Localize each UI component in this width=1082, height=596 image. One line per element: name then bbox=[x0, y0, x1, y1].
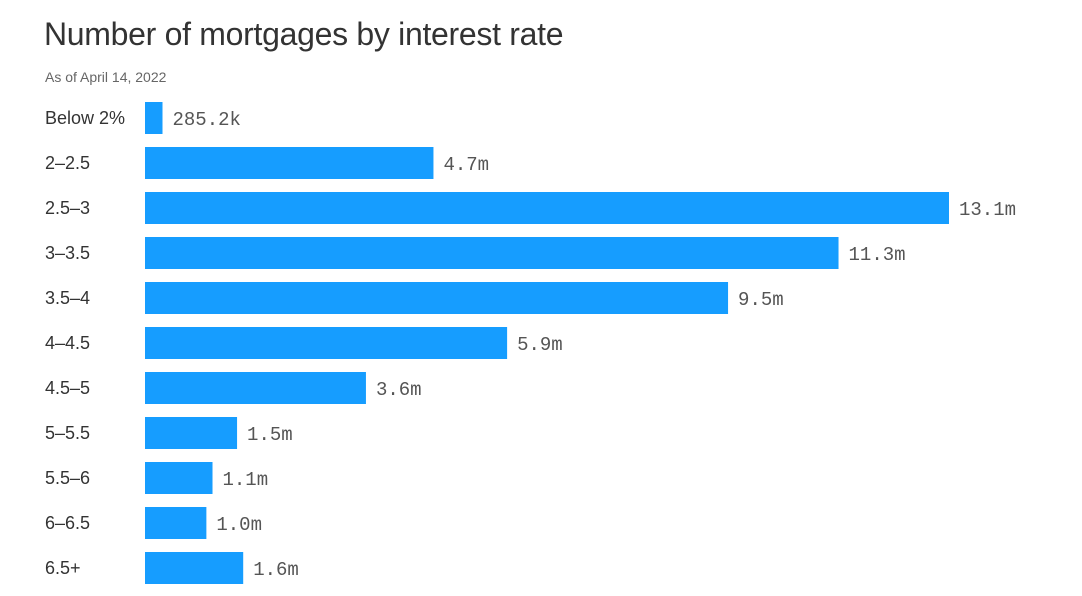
value-label: 1.0m bbox=[216, 514, 262, 536]
value-label: 1.1m bbox=[223, 469, 269, 491]
bar bbox=[145, 417, 238, 449]
bar bbox=[145, 192, 949, 224]
category-label: 4.5–5 bbox=[45, 378, 90, 398]
bar bbox=[145, 462, 213, 494]
bar bbox=[145, 102, 163, 134]
value-label: 1.5m bbox=[247, 424, 293, 446]
category-label: 2.5–3 bbox=[45, 198, 90, 218]
value-label: 9.5m bbox=[738, 289, 784, 311]
category-label: 6–6.5 bbox=[45, 513, 90, 533]
value-label: 5.9m bbox=[517, 334, 563, 356]
value-label: 11.3m bbox=[849, 244, 906, 266]
bar bbox=[145, 372, 366, 404]
value-label: 4.7m bbox=[443, 154, 489, 176]
category-label: 4–4.5 bbox=[45, 333, 90, 353]
category-label: Below 2% bbox=[45, 108, 125, 128]
chart-title: Number of mortgages by interest rate bbox=[44, 16, 564, 52]
value-label: 3.6m bbox=[376, 379, 422, 401]
category-label: 6.5+ bbox=[45, 558, 81, 578]
category-label: 5.5–6 bbox=[45, 468, 90, 488]
bar bbox=[145, 507, 207, 539]
category-label: 3–3.5 bbox=[45, 243, 90, 263]
value-label: 1.6m bbox=[253, 559, 299, 581]
value-label: 285.2k bbox=[173, 109, 241, 131]
category-label: 5–5.5 bbox=[45, 423, 90, 443]
category-label: 2–2.5 bbox=[45, 153, 90, 173]
bar bbox=[145, 282, 729, 314]
category-label: 3.5–4 bbox=[45, 288, 90, 308]
bar bbox=[145, 147, 434, 179]
bar bbox=[145, 552, 244, 584]
chart-subtitle: As of April 14, 2022 bbox=[45, 69, 167, 85]
bar bbox=[145, 327, 508, 359]
value-label: 13.1m bbox=[959, 199, 1016, 221]
bar bbox=[145, 237, 839, 269]
